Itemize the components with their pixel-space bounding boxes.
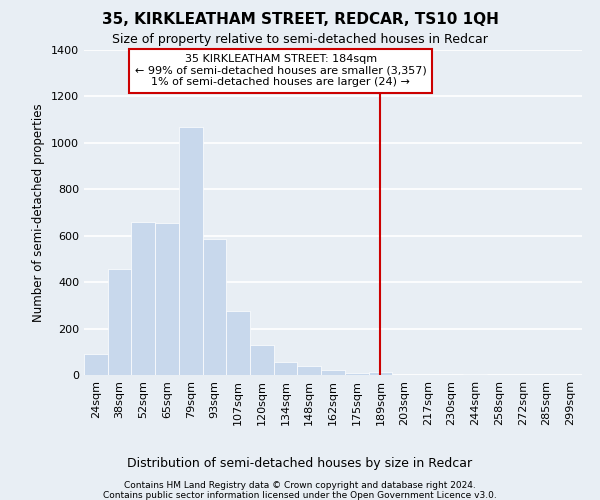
Bar — [226, 311, 250, 375]
Text: 35 KIRKLEATHAM STREET: 184sqm
← 99% of semi-detached houses are smaller (3,357)
: 35 KIRKLEATHAM STREET: 184sqm ← 99% of s… — [135, 54, 427, 88]
Text: 35, KIRKLEATHAM STREET, REDCAR, TS10 1QH: 35, KIRKLEATHAM STREET, REDCAR, TS10 1QH — [101, 12, 499, 28]
Text: Size of property relative to semi-detached houses in Redcar: Size of property relative to semi-detach… — [112, 32, 488, 46]
Bar — [84, 354, 108, 375]
Bar — [250, 345, 274, 375]
Bar — [155, 223, 179, 375]
Bar — [274, 362, 298, 375]
Text: Distribution of semi-detached houses by size in Redcar: Distribution of semi-detached houses by … — [127, 458, 473, 470]
Bar — [108, 270, 131, 375]
Y-axis label: Number of semi-detached properties: Number of semi-detached properties — [32, 103, 46, 322]
Bar — [368, 372, 392, 375]
Bar — [203, 239, 226, 375]
Bar — [179, 126, 203, 375]
Bar — [345, 372, 368, 375]
Bar — [131, 222, 155, 375]
Bar — [298, 366, 321, 375]
Text: Contains public sector information licensed under the Open Government Licence v3: Contains public sector information licen… — [103, 491, 497, 500]
Bar — [463, 374, 487, 375]
Bar — [321, 370, 345, 375]
Text: Contains HM Land Registry data © Crown copyright and database right 2024.: Contains HM Land Registry data © Crown c… — [124, 481, 476, 490]
